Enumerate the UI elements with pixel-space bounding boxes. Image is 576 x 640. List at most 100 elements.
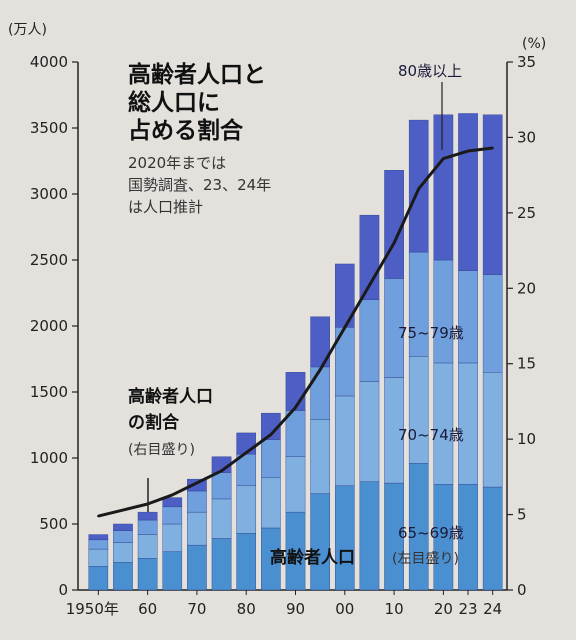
bars-label: 高齢者人口 <box>270 547 355 568</box>
x-tick-label: 60 <box>138 600 157 618</box>
line-label-line-1: 高齢者人口 <box>128 386 213 407</box>
x-tick-label: 10 <box>385 600 404 618</box>
x-tick-label: 00 <box>335 600 354 618</box>
right-tick-label: 25 <box>517 204 536 222</box>
share-point <box>245 451 248 454</box>
bar-segment <box>187 544 207 591</box>
left-tick-label: 2500 <box>30 251 68 269</box>
right-tick-label: 15 <box>517 355 536 373</box>
bar-segment <box>261 412 281 440</box>
bar-segment <box>211 538 232 591</box>
left-tick-label: 2000 <box>30 317 68 335</box>
share-point <box>417 187 420 190</box>
right-axis-unit: (%) <box>522 36 546 52</box>
right-tick-label: 35 <box>517 53 536 71</box>
bar-segment <box>433 362 454 485</box>
share-point <box>195 481 199 485</box>
left-tick-label: 3000 <box>30 185 68 203</box>
share-point <box>171 493 174 497</box>
bar-segment <box>334 395 355 486</box>
bar-segment <box>482 486 503 591</box>
right-tick-label: 20 <box>517 279 536 297</box>
bar-segment <box>162 523 183 552</box>
bar-segment <box>285 456 306 513</box>
segment-label-70-74: 70~74歳 <box>398 426 464 444</box>
x-tick-label: 70 <box>187 600 206 618</box>
share-point <box>442 157 445 160</box>
segment-label-80-plus: 80歳以上 <box>398 62 462 80</box>
bar-segment <box>113 562 133 591</box>
segment-label-65-69: 65~69歳 <box>398 524 464 542</box>
bar-segment <box>482 372 503 488</box>
segment-label-75-79: 75~79歳 <box>398 324 464 342</box>
right-tick-label: 0 <box>517 581 527 599</box>
bar-segment <box>310 419 330 494</box>
bar-segment <box>187 511 207 546</box>
line-label-line-2: の割合 <box>128 412 180 433</box>
left-tick-label: 0 <box>58 581 68 599</box>
bar-segment <box>88 548 109 567</box>
share-point <box>368 284 371 287</box>
left-axis-unit: (万人) <box>8 22 47 38</box>
bar-segment <box>236 533 257 591</box>
x-tick-label: 24 <box>483 600 502 618</box>
bar-segment <box>162 497 183 508</box>
bar-segment <box>187 478 207 492</box>
left-tick-label: 3500 <box>30 119 68 137</box>
left-tick-label: 500 <box>39 515 68 533</box>
bar-segment <box>433 114 454 261</box>
bar-segment <box>88 539 109 550</box>
x-tick-label: 1950年 <box>66 600 119 618</box>
share-point <box>97 514 100 518</box>
source-note-line-3: は人口推計 <box>128 198 203 216</box>
bar-segment <box>236 485 257 534</box>
bar-segment <box>482 114 503 275</box>
bar-segment <box>137 519 158 535</box>
bar-segment <box>137 511 158 521</box>
bar-segment <box>408 356 429 464</box>
bar-segment <box>88 566 109 591</box>
share-point <box>466 149 470 153</box>
x-tick-label: 80 <box>237 600 256 618</box>
line-axis-note: (右目盛り) <box>128 442 195 458</box>
bar-segment <box>113 542 133 563</box>
bar-segment <box>162 506 183 525</box>
labels-group: (万人) (%) 高齢者人口と 総人口に 占める割合 2020年までは 国勢調査… <box>8 22 546 568</box>
bar-segment <box>433 259 454 364</box>
bar-segment <box>261 439 281 478</box>
share-point <box>491 146 494 150</box>
bar-segment <box>458 113 478 271</box>
bar-segment <box>211 498 232 539</box>
bar-segment <box>359 481 380 591</box>
left-tick-label: 1000 <box>30 449 68 467</box>
share-point <box>121 508 125 512</box>
source-note-line-2: 国勢調査、23、24年 <box>128 176 271 194</box>
axes-group: 0500100015002000250030003500400005101520… <box>30 53 536 618</box>
share-point <box>220 469 223 473</box>
source-note-line-1: 2020年までは <box>128 154 226 172</box>
right-tick-label: 5 <box>517 506 527 524</box>
chart-title-line-3: 占める割合 <box>128 117 244 144</box>
bar-segment <box>137 534 158 559</box>
share-point <box>269 433 273 436</box>
share-point <box>392 241 396 245</box>
bar-segment <box>88 534 109 541</box>
x-tick-label: 20 <box>434 600 453 618</box>
bar-segment <box>285 410 306 457</box>
bar-segment <box>359 381 380 482</box>
bar-segment <box>310 493 330 591</box>
bar-segment <box>113 523 133 531</box>
bar-segment <box>384 170 404 279</box>
bar-segment <box>137 558 158 591</box>
chart-title-line-2: 総人口に <box>128 89 220 116</box>
bar-segment <box>408 119 429 253</box>
bar-segment <box>187 490 207 513</box>
left-tick-label: 4000 <box>30 53 68 71</box>
bar-segment <box>458 270 478 364</box>
right-tick-label: 10 <box>517 430 536 448</box>
bar-segment <box>482 274 503 373</box>
chart-title-line-1: 高齢者人口と <box>128 61 266 88</box>
line-group <box>97 146 494 518</box>
x-tick-label: 23 <box>458 600 477 618</box>
